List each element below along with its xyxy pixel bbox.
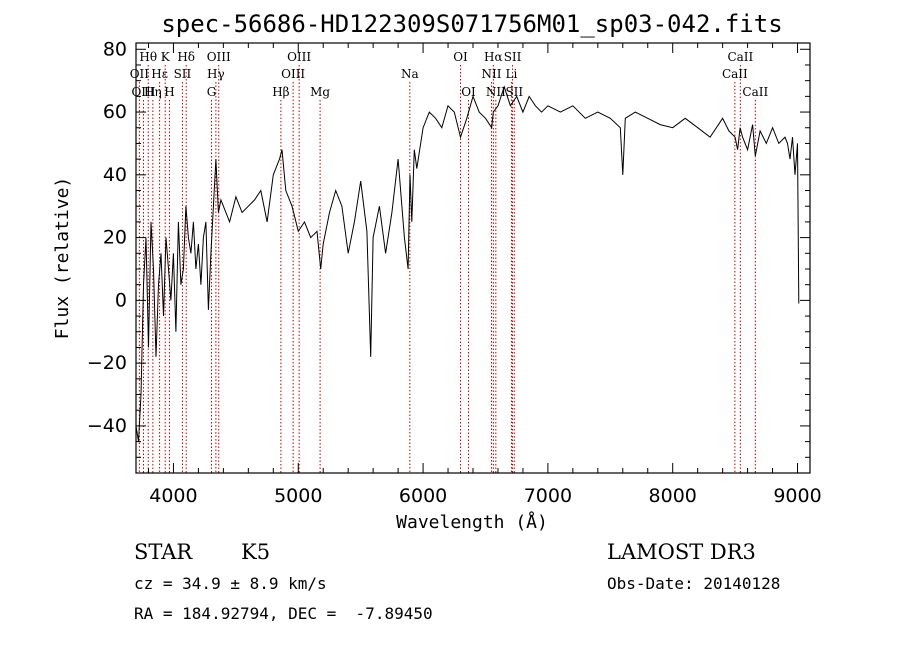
line-marker-label: Hη: [144, 85, 162, 99]
line-marker-label: Li: [506, 67, 518, 81]
y-tick-label: 0: [115, 289, 127, 311]
object-subclass: K5: [241, 540, 270, 564]
x-tick-label: 4000: [149, 485, 197, 507]
line-marker-label: CaII: [727, 50, 753, 64]
survey-name: LAMOST DR3: [607, 540, 756, 564]
line-marker-label: OII: [130, 67, 150, 81]
chart-title: spec-56686-HD122309S071756M01_sp03-042.f…: [161, 10, 782, 38]
emission-line-markers: [138, 65, 756, 473]
line-marker-label: OI: [461, 85, 476, 99]
y-tick-label: 60: [103, 101, 127, 123]
line-marker-label: OIII: [281, 67, 305, 81]
line-marker-label: Mg: [310, 85, 330, 99]
plot-frame: [135, 42, 811, 474]
x-axis-label: Wavelength (Å): [396, 511, 548, 533]
redshift-value: cz = 34.9 ± 8.9 km/s: [134, 574, 327, 593]
x-tick-label: 7000: [524, 485, 572, 507]
line-marker-label: Hα: [484, 50, 503, 64]
y-tick-label: −40: [87, 415, 127, 437]
line-marker-label: OIII: [131, 85, 155, 99]
y-axis-ticks: −40 −20 0 20 40 60 80: [87, 38, 810, 474]
line-marker-label: Na: [401, 67, 419, 81]
line-marker-label: Hδ: [177, 50, 195, 64]
line-marker-label: Hγ: [207, 67, 225, 81]
y-tick-label: 80: [103, 38, 127, 60]
line-marker-label: OI: [453, 50, 468, 64]
line-marker-label: Hβ: [272, 85, 289, 99]
object-class: STAR: [134, 540, 193, 564]
x-tick-label: 9000: [773, 485, 821, 507]
x-tick-label: 6000: [399, 485, 447, 507]
y-tick-label: 40: [103, 164, 127, 186]
x-tick-label: 8000: [649, 485, 697, 507]
line-marker-label: CaII: [742, 85, 768, 99]
spectrum-line: [136, 85, 800, 442]
line-marker-label: SII: [505, 85, 523, 99]
line-marker-label: SII: [504, 50, 522, 64]
y-tick-label: −20: [87, 352, 127, 374]
line-marker-label: K: [161, 50, 171, 64]
line-marker-label: Hθ: [139, 50, 157, 64]
line-marker-label: OIII: [207, 50, 231, 64]
coordinates: RA = 184.92794, DEC = -7.89450: [134, 604, 433, 623]
y-axis-label: Flux (relative): [52, 177, 73, 340]
line-marker-label: SII: [174, 67, 192, 81]
line-marker-label: Hε: [151, 67, 168, 81]
line-marker-label: OIII: [287, 50, 311, 64]
x-tick-label: 5000: [274, 485, 322, 507]
line-marker-label: CaII: [722, 67, 748, 81]
line-marker-label: H: [164, 85, 174, 99]
x-axis-ticks: 4000 5000 6000 7000 8000 9000: [147, 43, 822, 507]
line-marker-label: G: [207, 85, 217, 99]
line-marker-label: NII: [481, 67, 501, 81]
y-tick-label: 20: [103, 227, 127, 249]
observation-date: Obs-Date: 20140128: [607, 574, 780, 593]
